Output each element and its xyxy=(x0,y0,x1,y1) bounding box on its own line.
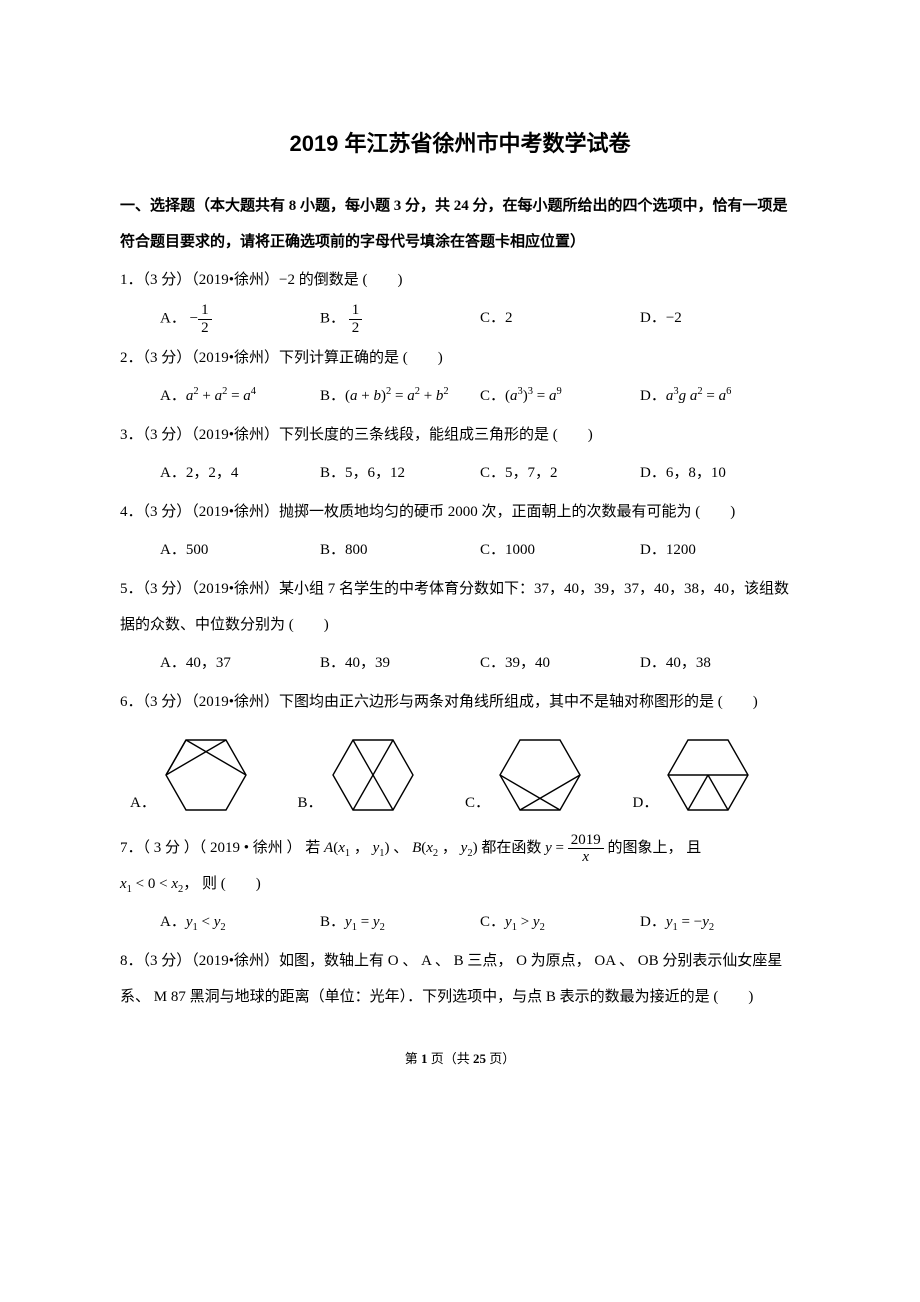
q7-suffix: 的图象上， 且 xyxy=(604,840,702,856)
hexagon-d-icon xyxy=(658,730,758,820)
q6-opt-b: B． xyxy=(298,730,466,820)
q2-b-label: B． xyxy=(320,388,345,404)
q1-a-label: A． xyxy=(160,311,186,327)
footer-suffix: 页） xyxy=(486,1051,515,1066)
q7-opt-d: D．y1 = −y2 xyxy=(640,906,800,939)
footer-prefix: 第 xyxy=(405,1051,421,1066)
q7-options: A．y1 < y2 B．y1 = y2 C．y1 > y2 D．y1 = −y2 xyxy=(120,906,800,939)
q2-d-label: D． xyxy=(640,388,666,404)
page-footer: 第 1 页（共 25 页） xyxy=(120,1045,800,1074)
q5-opt-d: D．40，38 xyxy=(640,647,800,680)
q5-opt-b: B．40，39 xyxy=(320,647,480,680)
q2-opt-c: C．(a3)3 = a9 xyxy=(480,380,640,413)
q7-cond: ， 则 ( ) xyxy=(183,876,261,892)
question-1: 1．（3 分）（2019•徐州）−2 的倒数是 ( ) xyxy=(120,262,800,298)
q7-fnum: 2019 xyxy=(568,832,604,850)
q7-opt-a: A．y1 < y2 xyxy=(160,906,320,939)
q2-opt-a: A．a2 + a2 = a4 xyxy=(160,380,320,413)
q7-prefix: 7．（ 3 分 ）（ 2019 • 徐州 ） 若 xyxy=(120,840,324,856)
q1-b-label: B． xyxy=(320,311,345,327)
q2-a-label: A． xyxy=(160,388,186,404)
q2-opt-d: D．a3g a2 = a6 xyxy=(640,380,800,413)
question-5: 5．（3 分）（2019•徐州）某小组 7 名学生的中考体育分数如下：37，40… xyxy=(120,571,800,643)
q7-opt-b: B．y1 = y2 xyxy=(320,906,480,939)
q1-b-num: 1 xyxy=(349,302,363,320)
q5-opt-a: A．40，37 xyxy=(160,647,320,680)
question-6: 6．（3 分）（2019•徐州）下图均由正六边形与两条对角线所组成，其中不是轴对… xyxy=(120,684,800,720)
q3-opt-c: C．5，7，2 xyxy=(480,457,640,490)
q1-opt-b: B． 12 xyxy=(320,302,480,336)
question-3: 3．（3 分）（2019•徐州）下列长度的三条线段，能组成三角形的是 ( ) xyxy=(120,417,800,453)
q3-opt-d: D．6，8，10 xyxy=(640,457,800,490)
q3-opt-b: B．5，6，12 xyxy=(320,457,480,490)
q1-a-num: 1 xyxy=(198,302,212,320)
q1-options: A． −12 B． 12 C．2 D．−2 xyxy=(120,302,800,336)
q7-fden: x xyxy=(568,849,604,866)
page-title: 2019 年江苏省徐州市中考数学试卷 xyxy=(120,120,800,168)
footer-total: 25 xyxy=(473,1051,486,1066)
hexagon-a-icon xyxy=(156,730,256,820)
q4-opt-a: A．500 xyxy=(160,534,320,567)
q4-opt-d: D．1200 xyxy=(640,534,800,567)
q4-opt-b: B．800 xyxy=(320,534,480,567)
q2-c-label: C． xyxy=(480,388,505,404)
q7-mid1: 、 xyxy=(390,840,413,856)
q7-d-label: D． xyxy=(640,914,666,930)
question-7: 7．（ 3 分 ）（ 2019 • 徐州 ） 若 A(x1 ， y1) 、 B(… xyxy=(120,830,800,902)
footer-mid: 页（共 xyxy=(427,1051,473,1066)
q7-opt-c: C．y1 > y2 xyxy=(480,906,640,939)
q6-a-label: A． xyxy=(130,787,156,820)
q5-options: A．40，37 B．40，39 C．39，40 D．40，38 xyxy=(120,647,800,680)
q4-opt-c: C．1000 xyxy=(480,534,640,567)
q6-figures: A． B． C． D． xyxy=(120,730,800,820)
question-2: 2．（3 分）（2019•徐州）下列计算正确的是 ( ) xyxy=(120,340,800,376)
q2-opt-b: B．(a + b)2 = a2 + b2 xyxy=(320,380,480,413)
q6-d-label: D． xyxy=(633,787,659,820)
q1-text: −2 的倒数是 ( ) xyxy=(279,272,402,288)
q1-opt-c: C．2 xyxy=(480,302,640,336)
q6-opt-c: C． xyxy=(465,730,633,820)
q1-prefix: 1．（3 分）（2019•徐州） xyxy=(120,272,279,288)
q7-mid2: 都在函数 xyxy=(478,840,546,856)
q6-opt-d: D． xyxy=(633,730,801,820)
q5-opt-c: C．39，40 xyxy=(480,647,640,680)
q3-opt-a: A．2，2，4 xyxy=(160,457,320,490)
section-header: 一、选择题（本大题共有 8 小题，每小题 3 分，共 24 分，在每小题所给出的… xyxy=(120,188,800,260)
q4-options: A．500 B．800 C．1000 D．1200 xyxy=(120,534,800,567)
question-8: 8．（3 分）（2019•徐州）如图，数轴上有 O 、 A 、 B 三点， O … xyxy=(120,943,800,1015)
q2-options: A．a2 + a2 = a4 B．(a + b)2 = a2 + b2 C．(a… xyxy=(120,380,800,413)
q7-a-label: A． xyxy=(160,914,186,930)
q6-b-label: B． xyxy=(298,787,323,820)
q6-c-label: C． xyxy=(465,787,490,820)
question-4: 4．（3 分）（2019•徐州）抛掷一枚质地均匀的硬币 2000 次，正面朝上的… xyxy=(120,494,800,530)
q1-opt-a: A． −12 xyxy=(160,302,320,336)
q7-c-label: C． xyxy=(480,914,505,930)
q1-a-den: 2 xyxy=(198,320,212,337)
q3-options: A．2，2，4 B．5，6，12 C．5，7，2 D．6，8，10 xyxy=(120,457,800,490)
q6-opt-a: A． xyxy=(130,730,298,820)
hexagon-b-icon xyxy=(323,730,423,820)
q1-b-den: 2 xyxy=(349,320,363,337)
hexagon-c-icon xyxy=(490,730,590,820)
q1-opt-d: D．−2 xyxy=(640,302,800,336)
q7-b-label: B． xyxy=(320,914,345,930)
